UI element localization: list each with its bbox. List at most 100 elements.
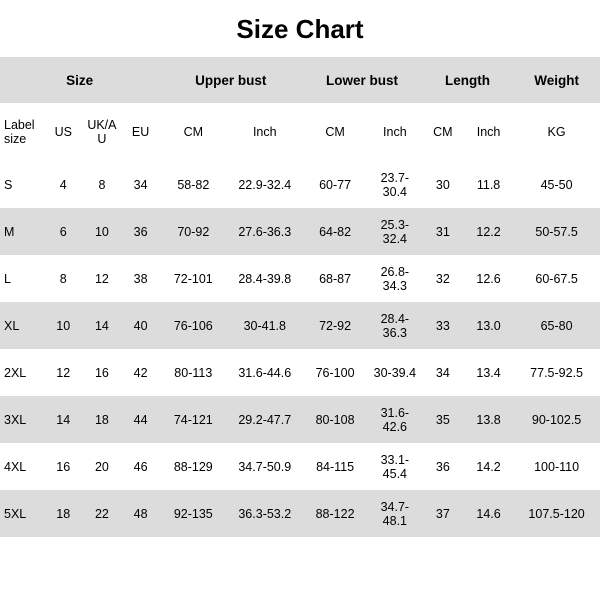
cell-ub-cm: 58-82 (159, 161, 227, 208)
cell-lb-in: 25.3-32.4 (368, 208, 422, 255)
cell-len-cm: 31 (422, 208, 464, 255)
cell-us: 12 (45, 349, 82, 396)
group-header-row: Size Upper bust Lower bust Length Weight (0, 57, 600, 103)
cell-uk-au: 20 (82, 443, 122, 490)
cell-len-cm: 34 (422, 349, 464, 396)
cell-label-size: S (0, 161, 45, 208)
cell-uk-au: 16 (82, 349, 122, 396)
unit-ub-in: Inch (227, 103, 302, 161)
cell-ub-in: 31.6-44.6 (227, 349, 302, 396)
cell-len-in: 12.2 (464, 208, 513, 255)
table-row: 2XL12164280-11331.6-44.676-10030-39.4341… (0, 349, 600, 396)
unit-label-size: Label size (0, 103, 45, 161)
cell-wt: 77.5-92.5 (513, 349, 600, 396)
cell-lb-cm: 72-92 (302, 302, 368, 349)
cell-wt: 90-102.5 (513, 396, 600, 443)
cell-us: 18 (45, 490, 82, 537)
cell-label-size: 4XL (0, 443, 45, 490)
cell-label-size: L (0, 255, 45, 302)
cell-ub-cm: 76-106 (159, 302, 227, 349)
cell-uk-au: 10 (82, 208, 122, 255)
cell-eu: 48 (122, 490, 160, 537)
cell-len-cm: 36 (422, 443, 464, 490)
cell-lb-in: 28.4-36.3 (368, 302, 422, 349)
group-weight: Weight (513, 57, 600, 103)
cell-lb-cm: 64-82 (302, 208, 368, 255)
cell-ub-in: 28.4-39.8 (227, 255, 302, 302)
cell-label-size: 2XL (0, 349, 45, 396)
cell-len-in: 13.8 (464, 396, 513, 443)
group-upper-bust: Upper bust (159, 57, 302, 103)
cell-ub-cm: 72-101 (159, 255, 227, 302)
cell-lb-in: 33.1-45.4 (368, 443, 422, 490)
size-chart-table: Size Upper bust Lower bust Length Weight… (0, 57, 600, 537)
table-row: M6103670-9227.6-36.364-8225.3-32.43112.2… (0, 208, 600, 255)
cell-len-in: 11.8 (464, 161, 513, 208)
cell-lb-in: 31.6-42.6 (368, 396, 422, 443)
cell-wt: 65-80 (513, 302, 600, 349)
table-row: L8123872-10128.4-39.868-8726.8-34.33212.… (0, 255, 600, 302)
cell-len-cm: 30 (422, 161, 464, 208)
cell-lb-in: 30-39.4 (368, 349, 422, 396)
table-row: S483458-8222.9-32.460-7723.7-30.43011.84… (0, 161, 600, 208)
cell-ub-cm: 88-129 (159, 443, 227, 490)
cell-us: 14 (45, 396, 82, 443)
cell-uk-au: 22 (82, 490, 122, 537)
cell-eu: 34 (122, 161, 160, 208)
unit-kg: KG (513, 103, 600, 161)
cell-us: 8 (45, 255, 82, 302)
cell-us: 6 (45, 208, 82, 255)
cell-len-in: 12.6 (464, 255, 513, 302)
unit-us: US (45, 103, 82, 161)
cell-eu: 36 (122, 208, 160, 255)
cell-len-cm: 32 (422, 255, 464, 302)
cell-lb-cm: 88-122 (302, 490, 368, 537)
cell-len-in: 14.2 (464, 443, 513, 490)
cell-ub-cm: 74-121 (159, 396, 227, 443)
table-row: 3XL14184474-12129.2-47.780-10831.6-42.63… (0, 396, 600, 443)
cell-lb-cm: 76-100 (302, 349, 368, 396)
cell-wt: 50-57.5 (513, 208, 600, 255)
cell-ub-in: 36.3-53.2 (227, 490, 302, 537)
cell-len-in: 13.4 (464, 349, 513, 396)
cell-uk-au: 12 (82, 255, 122, 302)
unit-lb-in: Inch (368, 103, 422, 161)
cell-eu: 44 (122, 396, 160, 443)
cell-len-in: 13.0 (464, 302, 513, 349)
cell-eu: 46 (122, 443, 160, 490)
cell-lb-cm: 60-77 (302, 161, 368, 208)
cell-lb-in: 26.8-34.3 (368, 255, 422, 302)
unit-len-cm: CM (422, 103, 464, 161)
cell-ub-cm: 70-92 (159, 208, 227, 255)
cell-ub-in: 27.6-36.3 (227, 208, 302, 255)
cell-label-size: 3XL (0, 396, 45, 443)
cell-ub-in: 29.2-47.7 (227, 396, 302, 443)
table-row: 4XL16204688-12934.7-50.984-11533.1-45.43… (0, 443, 600, 490)
cell-eu: 40 (122, 302, 160, 349)
unit-lb-cm: CM (302, 103, 368, 161)
cell-lb-cm: 68-87 (302, 255, 368, 302)
cell-lb-in: 34.7-48.1 (368, 490, 422, 537)
unit-header-row: Label size US UK/AU EU CM Inch CM Inch C… (0, 103, 600, 161)
cell-label-size: M (0, 208, 45, 255)
cell-ub-in: 22.9-32.4 (227, 161, 302, 208)
cell-wt: 107.5-120 (513, 490, 600, 537)
cell-len-cm: 35 (422, 396, 464, 443)
cell-ub-cm: 92-135 (159, 490, 227, 537)
unit-ub-cm: CM (159, 103, 227, 161)
cell-uk-au: 8 (82, 161, 122, 208)
chart-title: Size Chart (0, 0, 600, 57)
cell-ub-in: 30-41.8 (227, 302, 302, 349)
unit-eu: EU (122, 103, 160, 161)
cell-lb-cm: 80-108 (302, 396, 368, 443)
cell-eu: 42 (122, 349, 160, 396)
cell-label-size: 5XL (0, 490, 45, 537)
table-row: XL10144076-10630-41.872-9228.4-36.33313.… (0, 302, 600, 349)
cell-wt: 60-67.5 (513, 255, 600, 302)
cell-us: 10 (45, 302, 82, 349)
cell-wt: 45-50 (513, 161, 600, 208)
cell-lb-in: 23.7-30.4 (368, 161, 422, 208)
cell-uk-au: 18 (82, 396, 122, 443)
group-size: Size (0, 57, 159, 103)
cell-len-cm: 37 (422, 490, 464, 537)
